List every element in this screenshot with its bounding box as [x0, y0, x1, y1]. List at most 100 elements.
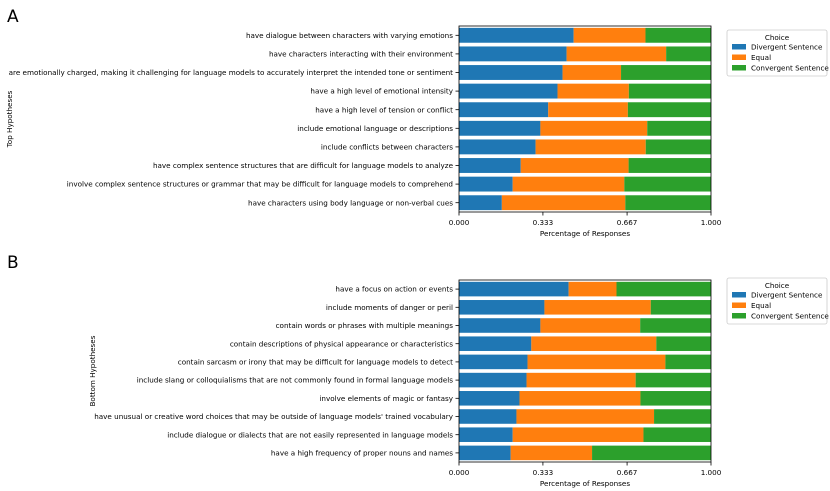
y-tick-label: have unusual or creative word choices th…	[94, 412, 454, 421]
bar-equal	[573, 27, 646, 43]
panel-label: A	[7, 7, 19, 27]
bar-divergent-sentence	[459, 409, 517, 424]
legend-entry: Convergent Sentence	[751, 312, 829, 321]
x-tick-label: 1.000	[701, 218, 722, 227]
legend-frame	[726, 29, 828, 77]
x-axis-label: Percentage of Responses	[540, 479, 630, 488]
legend-entry: Divergent Sentence	[751, 291, 823, 300]
bar-convergent-sentence	[635, 372, 711, 388]
y-tick-label: contain descriptions of physical appeara…	[230, 339, 453, 348]
legend-swatch	[732, 302, 746, 308]
bar-equal	[540, 318, 641, 333]
legend-swatch	[732, 54, 746, 60]
bar-convergent-sentence	[647, 120, 711, 136]
bar-divergent-sentence	[459, 281, 569, 297]
bar-divergent-sentence	[459, 176, 513, 192]
bar-equal	[548, 102, 628, 118]
legend-swatch	[732, 292, 746, 298]
bar-convergent-sentence	[643, 427, 711, 442]
bar-divergent-sentence	[459, 158, 521, 173]
x-tick-label: 0.667	[617, 218, 638, 227]
x-axis-label: Percentage of Responses	[540, 229, 630, 238]
bar-equal	[540, 120, 648, 136]
y-tick-label: contain words or phrases with multiple m…	[276, 321, 454, 330]
legend-entry: Equal	[751, 301, 771, 310]
x-tick-label: 0.667	[617, 468, 638, 477]
y-tick-label: have characters interacting with their e…	[269, 50, 453, 59]
x-tick-label: 1.000	[701, 468, 722, 477]
bar-equal	[562, 65, 622, 80]
y-tick-label: include moments of danger or peril	[326, 303, 453, 312]
bar-divergent-sentence	[459, 445, 511, 461]
y-tick-label: have complex sentence structures that ar…	[153, 161, 454, 170]
bar-equal	[527, 354, 666, 370]
bar-convergent-sentence	[645, 139, 711, 155]
bar-equal	[568, 281, 617, 297]
bar-convergent-sentence	[592, 445, 711, 461]
y-tick-label: have a high level of emotional intensity	[310, 87, 453, 96]
y-axis-label: Top Hypotheses	[5, 90, 14, 148]
y-tick-label: are emotionally charged, making it chall…	[9, 68, 454, 77]
bar-divergent-sentence	[459, 102, 549, 118]
legend-swatch	[732, 44, 746, 50]
bar-equal	[520, 158, 629, 173]
legend-title: Choice	[765, 281, 790, 290]
y-tick-label: have dialogue between characters with va…	[246, 31, 453, 40]
legend-entry: Convergent Sentence	[751, 64, 829, 73]
y-tick-label: have characters using body language or n…	[248, 198, 453, 207]
legend-title: Choice	[765, 33, 790, 42]
bar-equal	[566, 46, 667, 62]
bar-divergent-sentence	[459, 65, 563, 80]
bar-divergent-sentence	[459, 372, 527, 388]
bar-convergent-sentence	[628, 83, 711, 99]
bar-equal	[535, 139, 646, 155]
y-tick-label: involve elements of magic or fantasy	[319, 394, 453, 403]
bar-convergent-sentence	[666, 46, 711, 62]
y-tick-label: have a focus on action or events	[335, 285, 453, 294]
y-tick-label: include dialogue or dialects that are no…	[167, 430, 453, 439]
bar-divergent-sentence	[459, 195, 502, 211]
bar-divergent-sentence	[459, 83, 558, 99]
y-tick-label: include slang or colloquialisms that are…	[137, 376, 454, 385]
bar-convergent-sentence	[645, 27, 711, 43]
bar-convergent-sentence	[640, 391, 711, 406]
bar-divergent-sentence	[459, 318, 541, 333]
y-tick-label: include conflicts between characters	[321, 143, 453, 152]
x-tick-label: 0.000	[449, 218, 470, 227]
legend-entry: Equal	[751, 53, 771, 62]
x-tick-label: 0.000	[449, 468, 470, 477]
bar-divergent-sentence	[459, 27, 574, 43]
bar-divergent-sentence	[459, 300, 545, 315]
bar-convergent-sentence	[624, 176, 711, 192]
bar-convergent-sentence	[654, 409, 711, 424]
bar-equal	[512, 176, 625, 192]
bar-convergent-sentence	[665, 354, 711, 370]
bar-divergent-sentence	[459, 391, 520, 406]
y-tick-label: have a high frequency of proper nouns an…	[271, 449, 453, 458]
panel-label: B	[7, 253, 19, 273]
y-tick-label: involve complex sentence structures or g…	[67, 180, 453, 189]
bar-divergent-sentence	[459, 336, 532, 351]
plot-frame	[458, 279, 712, 463]
legend-swatch	[732, 65, 746, 71]
bar-convergent-sentence	[640, 318, 711, 333]
bar-convergent-sentence	[625, 195, 711, 211]
bar-convergent-sentence	[656, 336, 711, 351]
legend-entry: Divergent Sentence	[751, 43, 823, 52]
bar-divergent-sentence	[459, 427, 513, 442]
bar-equal	[501, 195, 626, 211]
bar-equal	[531, 336, 657, 351]
x-tick-label: 0.333	[533, 468, 554, 477]
legend-swatch	[732, 313, 746, 319]
y-tick-label: contain sarcasm or irony that may be dif…	[178, 358, 453, 367]
bar-convergent-sentence	[621, 65, 711, 80]
bar-equal	[526, 372, 636, 388]
x-tick-label: 0.333	[533, 218, 554, 227]
bar-divergent-sentence	[459, 139, 536, 155]
bar-equal	[519, 391, 641, 406]
